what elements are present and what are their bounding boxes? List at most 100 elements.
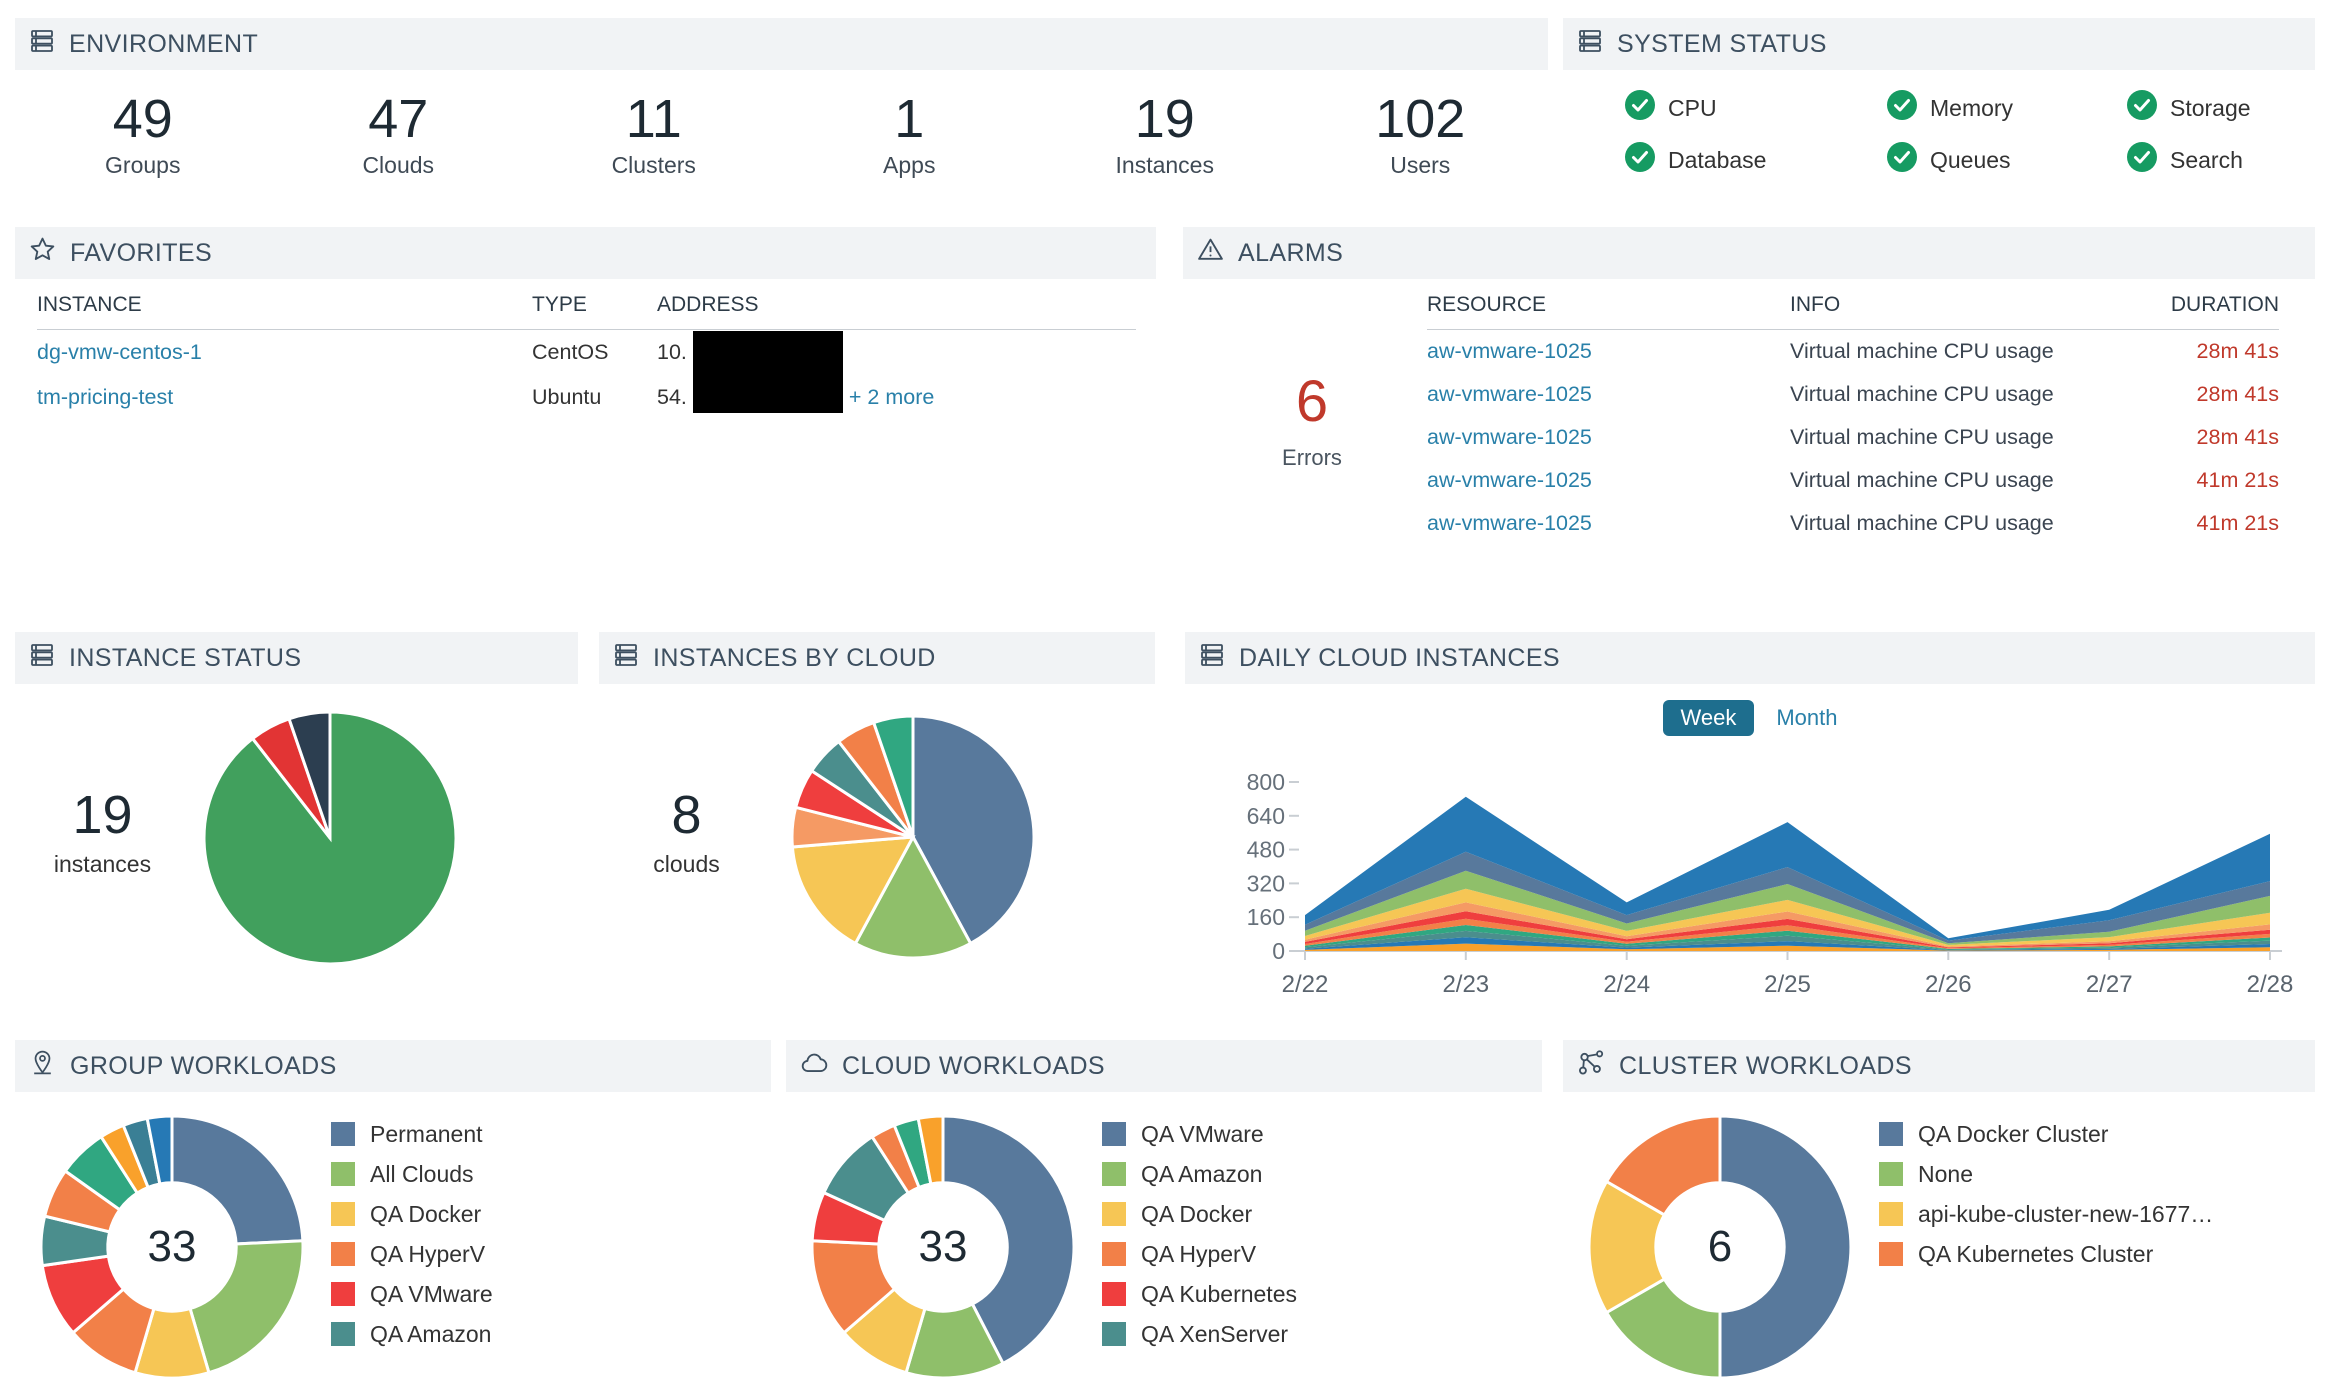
more-addresses-link[interactable]: + 2 more xyxy=(848,385,935,409)
panel-title: INSTANCES BY CLOUD xyxy=(653,643,936,672)
svg-text:2/26: 2/26 xyxy=(1925,971,1972,998)
legend-item[interactable]: QA HyperV xyxy=(331,1234,493,1274)
instance-count-block: 19 instances xyxy=(15,708,190,878)
favorite-type: Ubuntu xyxy=(532,385,602,409)
legend-item[interactable]: QA HyperV xyxy=(1102,1234,1297,1274)
alarm-resource-link[interactable]: aw-vmware-1025 xyxy=(1427,511,1592,535)
status-label: Search xyxy=(2170,146,2243,173)
address-prefix: 54. xyxy=(657,385,687,409)
alarm-error-summary: 6 Errors xyxy=(1207,293,1417,545)
svg-text:2/24: 2/24 xyxy=(1603,971,1650,998)
legend-item[interactable]: QA Docker xyxy=(331,1194,493,1234)
daily-cloud-instances-area-chart[interactable]: 0 160 320 480 640 800 2/22 2/23 2/24 2/25 2/26 2/27… xyxy=(1185,742,2315,1042)
cloud-workloads-body: 33 QA VMware QA Amazon QA Docker QA Hype… xyxy=(786,1092,1542,1382)
legend-item[interactable]: QA Amazon xyxy=(1102,1154,1297,1194)
system-status-grid: CPU Memory Storage Database Queues Searc… xyxy=(1563,70,2315,178)
svg-text:320: 320 xyxy=(1247,870,1285,896)
star-icon xyxy=(29,236,56,270)
alarm-resource-link[interactable]: aw-vmware-1025 xyxy=(1427,425,1592,449)
legend-swatch xyxy=(331,1202,355,1226)
col-type: TYPE xyxy=(532,293,587,316)
svg-text:2/22: 2/22 xyxy=(1282,971,1329,998)
server-stack-icon xyxy=(1577,28,1603,61)
check-circle-icon xyxy=(2127,90,2157,126)
legend-item[interactable]: Permanent xyxy=(331,1114,493,1154)
stat-value: 1 xyxy=(894,89,925,149)
legend-label: QA Docker xyxy=(1141,1200,1253,1227)
cloud-workloads-header: CLOUD WORKLOADS xyxy=(786,1040,1542,1092)
legend-item[interactable]: api-kube-cluster-new-1677… xyxy=(1879,1194,2213,1234)
cluster-workloads-donut-chart[interactable] xyxy=(1585,1112,1855,1382)
alarm-resource-link[interactable]: aw-vmware-1025 xyxy=(1427,382,1592,406)
svg-text:2/25: 2/25 xyxy=(1764,971,1811,998)
stat-label: Groups xyxy=(105,152,181,179)
legend-swatch xyxy=(1879,1242,1903,1266)
svg-text:2/23: 2/23 xyxy=(1442,971,1489,998)
legend-label: api-kube-cluster-new-1677… xyxy=(1918,1200,2214,1227)
alarm-info: Virtual machine CPU usage xyxy=(1790,382,2054,406)
status-label: Storage xyxy=(2170,94,2251,121)
group-workloads-donut-chart[interactable] xyxy=(37,1112,307,1382)
favorite-type: CentOS xyxy=(532,340,609,364)
daily-cloud-instances-panel: DAILY CLOUD INSTANCES Week Month 0 160 320… xyxy=(1185,632,2315,1042)
legend-item[interactable]: QA VMware xyxy=(331,1274,493,1314)
cloud-workloads-donut-chart[interactable] xyxy=(808,1112,1078,1382)
legend-label: QA Amazon xyxy=(370,1320,492,1347)
legend-item[interactable]: QA Amazon xyxy=(331,1314,493,1354)
status-label: Database xyxy=(1668,146,1767,173)
favorite-instance-link[interactable]: dg-vmw-centos-1 xyxy=(37,340,202,364)
favorites-table-header: INSTANCE TYPE ADDRESS xyxy=(37,293,1136,330)
legend-item[interactable]: QA Kubernetes xyxy=(1102,1274,1297,1314)
status-item-search: Search xyxy=(2127,142,2315,178)
legend-label: QA XenServer xyxy=(1141,1320,1289,1347)
col-duration: DURATION xyxy=(2170,293,2279,316)
stat-label: Users xyxy=(1390,152,1451,179)
favorite-instance-link[interactable]: tm-pricing-test xyxy=(37,385,174,409)
legend-label: QA VMware xyxy=(1141,1120,1264,1147)
alarm-resource-link[interactable]: aw-vmware-1025 xyxy=(1427,468,1592,492)
legend-item[interactable]: QA VMware xyxy=(1102,1114,1297,1154)
legend-item[interactable]: All Clouds xyxy=(331,1154,493,1194)
instance-count: 19 xyxy=(72,785,133,845)
week-toggle-button[interactable]: Week xyxy=(1662,700,1755,736)
instances-by-cloud-body: 8 clouds xyxy=(599,684,1155,962)
legend-swatch xyxy=(1879,1202,1903,1226)
stat-label: Apps xyxy=(883,152,936,179)
cloud-count: 8 xyxy=(671,785,702,845)
panel-title: DAILY CLOUD INSTANCES xyxy=(1239,643,1560,672)
legend-swatch xyxy=(1102,1202,1126,1226)
legend-item[interactable]: QA XenServer xyxy=(1102,1314,1297,1354)
favorites-table: INSTANCE TYPE ADDRESS dg-vmw-centos-1 Ce… xyxy=(15,279,1156,420)
legend-item[interactable]: None xyxy=(1879,1154,2213,1194)
legend-swatch xyxy=(1102,1242,1126,1266)
stat-apps: 1 Apps xyxy=(834,88,984,179)
month-toggle-link[interactable]: Month xyxy=(1776,705,1838,730)
legend-label: QA HyperV xyxy=(370,1240,486,1267)
legend-item[interactable]: QA Docker Cluster xyxy=(1879,1114,2213,1154)
legend-label: None xyxy=(1918,1160,1973,1187)
environment-panel: ENVIRONMENT 49 Groups 47 Clouds 11 Clusters… xyxy=(15,18,1548,179)
panel-title: FAVORITES xyxy=(70,238,213,267)
group-pin-icon xyxy=(29,1049,56,1083)
system-status-panel: SYSTEM STATUS CPU Memory Storage Databas… xyxy=(1563,18,2315,178)
system-status-header: SYSTEM STATUS xyxy=(1563,18,2315,70)
cloud-count-label: clouds xyxy=(653,851,720,878)
legend-swatch xyxy=(1102,1282,1126,1306)
server-stack-icon xyxy=(613,642,639,675)
panel-title: CLOUD WORKLOADS xyxy=(842,1051,1105,1080)
instances-by-cloud-pie-chart[interactable] xyxy=(788,712,1038,962)
group-workloads-header: GROUP WORKLOADS xyxy=(15,1040,771,1092)
alarm-resource-link[interactable]: aw-vmware-1025 xyxy=(1427,339,1592,363)
error-count-label: Errors xyxy=(1282,445,1342,470)
status-item-cpu: CPU xyxy=(1625,90,1887,126)
legend-label: QA VMware xyxy=(370,1280,493,1307)
legend-item[interactable]: QA Docker xyxy=(1102,1194,1297,1234)
alarm-row: aw-vmware-1025 Virtual machine CPU usage… xyxy=(1427,459,2279,502)
legend-swatch xyxy=(331,1162,355,1186)
instance-status-header: INSTANCE STATUS xyxy=(15,632,578,684)
panel-title: SYSTEM STATUS xyxy=(1617,29,1827,58)
instance-status-pie-chart[interactable] xyxy=(200,708,460,968)
cloud-workloads-legend: QA VMware QA Amazon QA Docker QA HyperV … xyxy=(1102,1112,1297,1354)
legend-item[interactable]: QA Kubernetes Cluster xyxy=(1879,1234,2213,1274)
cluster-workloads-panel: CLUSTER WORKLOADS 6 QA Docker Cluster No… xyxy=(1563,1040,2315,1382)
